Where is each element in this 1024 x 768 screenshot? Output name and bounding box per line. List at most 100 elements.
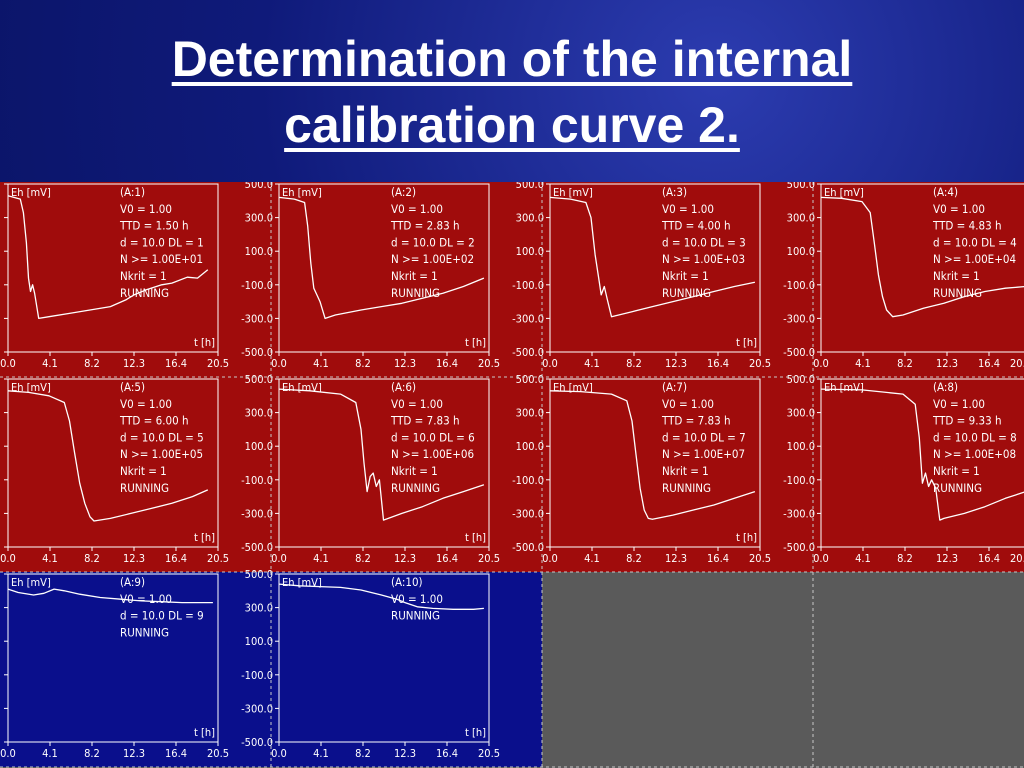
info-line: Nkrit = 1 [391, 464, 438, 478]
info-line: d = 10.0 DL = 9 [120, 609, 204, 623]
x-tick-label: 12.3 [394, 747, 416, 760]
panel-background [813, 377, 1024, 572]
info-line: RUNNING [120, 286, 169, 300]
plot-frame [820, 183, 1024, 353]
x-tick-label: 16.4 [165, 747, 187, 760]
chart-panel-a-4: 500.0 300.0 100.0 -100.0 -300.0 -500.00.0 4.1 8… [783, 182, 1024, 377]
y-tick-label: 500.0 [245, 568, 273, 581]
y-tick-label: -100.0 [783, 474, 815, 487]
info-line: V0 = 1.00 [662, 202, 714, 216]
x-tick-label: 8.2 [626, 357, 642, 370]
x-tick-label: 16.4 [978, 552, 1000, 565]
y-tick-label: 300.0 [516, 407, 544, 420]
info-line: RUNNING [933, 481, 982, 495]
x-tick-label: 8.2 [355, 552, 371, 565]
y-tick-label: 100.0 [245, 635, 273, 648]
info-line: (A:6) [391, 380, 416, 394]
series-line [820, 388, 1024, 521]
info-line: (A:4) [933, 185, 958, 199]
x-tick-label: 12.3 [394, 552, 416, 565]
plot-frame [549, 183, 761, 353]
x-tick-label: 4.1 [584, 552, 600, 565]
x-axis-title: t [h] [465, 531, 486, 544]
x-tick-label: 8.2 [897, 552, 913, 565]
info-line: d = 10.0 DL = 4 [933, 235, 1017, 249]
y-tick-label: 100.0 [245, 440, 273, 453]
info-line: N >= 1.00E+07 [662, 447, 745, 461]
info-line: V0 = 1.00 [391, 397, 443, 411]
info-line: RUNNING [662, 481, 711, 495]
chart-panel-a-1: 0.0 4.1 8.2 12.3 16.4 20.5 Eh [mV] t [h] (A:1) V0… [0, 182, 271, 377]
info-line: V0 = 1.00 [933, 397, 985, 411]
info-line: Nkrit = 1 [120, 269, 167, 283]
y-axis-title: Eh [mV] [11, 576, 51, 589]
info-line: V0 = 1.00 [391, 592, 443, 606]
info-line: V0 = 1.00 [933, 202, 985, 216]
x-tick-label: 8.2 [626, 552, 642, 565]
chart-panel-a-8: 500.0 300.0 100.0 -100.0 -300.0 -500.00.0 4.1 8… [783, 373, 1024, 572]
x-tick-label: 4.1 [584, 357, 600, 370]
info-line: N >= 1.00E+05 [120, 447, 203, 461]
x-tick-label: 0.0 [271, 552, 287, 565]
plot-frame [7, 378, 219, 548]
x-tick-label: 4.1 [855, 357, 871, 370]
info-line: Nkrit = 1 [391, 269, 438, 283]
y-tick-label: -100.0 [512, 279, 544, 292]
plot-frame [278, 378, 490, 548]
info-line: TTD = 4.83 h [932, 219, 1002, 233]
series-line [278, 583, 484, 610]
info-line: N >= 1.00E+04 [933, 252, 1016, 266]
x-axis-title: t [h] [194, 531, 215, 544]
info-line: (A:10) [391, 575, 423, 589]
x-axis-title: t [h] [194, 336, 215, 349]
y-tick-label: -100.0 [512, 474, 544, 487]
info-line: TTD = 1.50 h [119, 219, 189, 233]
info-line: d = 10.0 DL = 7 [662, 430, 746, 444]
info-line: (A:9) [120, 575, 145, 589]
info-line: d = 10.0 DL = 6 [391, 430, 475, 444]
y-tick-label: -300.0 [783, 312, 815, 325]
y-tick-label: 100.0 [787, 245, 815, 258]
y-tick-label: -300.0 [241, 702, 273, 715]
y-tick-label: 500.0 [516, 373, 544, 386]
info-line: Nkrit = 1 [662, 464, 709, 478]
x-tick-label: 20.5 [749, 552, 771, 565]
info-line: V0 = 1.00 [120, 397, 172, 411]
x-tick-label: 8.2 [84, 747, 100, 760]
x-tick-label: 12.3 [936, 552, 958, 565]
info-line: RUNNING [933, 286, 982, 300]
x-tick-label: 0.0 [0, 747, 16, 760]
plot-frame [7, 183, 219, 353]
info-line: (A:5) [120, 380, 145, 394]
x-tick-label: 16.4 [707, 357, 729, 370]
y-tick-label: 500.0 [245, 182, 273, 191]
series-line [820, 196, 1024, 318]
series-line [278, 196, 485, 320]
y-tick-label: 500.0 [787, 373, 815, 386]
y-tick-label: 300.0 [245, 407, 273, 420]
series-line [7, 588, 213, 604]
x-axis-title: t [h] [465, 336, 486, 349]
x-tick-label: 12.3 [123, 552, 145, 565]
info-line: RUNNING [391, 609, 440, 623]
empty-panel [542, 572, 813, 767]
y-tick-label: -300.0 [241, 507, 273, 520]
chart-grid: 0.0 4.1 8.2 12.3 16.4 20.5 Eh [mV] t [h] (A:1) V0… [0, 182, 1024, 768]
panel-background [271, 572, 542, 767]
panel-background [542, 572, 813, 767]
panel-background [813, 572, 1024, 767]
x-tick-label: 12.3 [936, 357, 958, 370]
y-tick-label: -500.0 [241, 346, 273, 359]
info-line: RUNNING [120, 625, 169, 639]
series-line [549, 196, 756, 318]
x-tick-label: 8.2 [84, 357, 100, 370]
x-tick-label: 4.1 [42, 357, 58, 370]
info-line: (A:7) [662, 380, 687, 394]
info-line: Nkrit = 1 [933, 269, 980, 283]
x-tick-label: 0.0 [0, 357, 16, 370]
info-line: d = 10.0 DL = 5 [120, 430, 204, 444]
x-tick-label: 4.1 [313, 552, 329, 565]
plot-frame [278, 183, 490, 353]
y-tick-label: 100.0 [516, 440, 544, 453]
